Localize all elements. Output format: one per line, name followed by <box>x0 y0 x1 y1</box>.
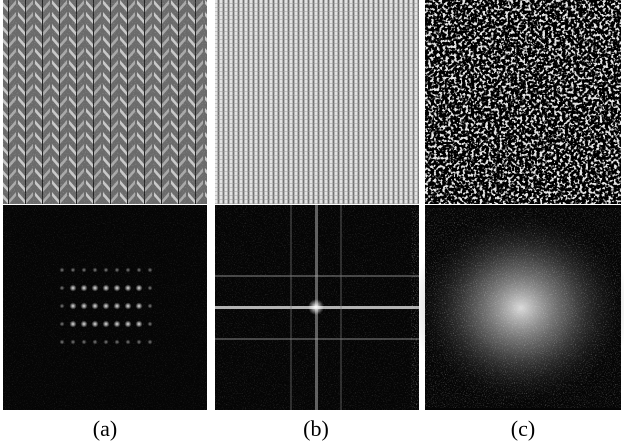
spectrum-peak <box>70 285 77 292</box>
spectrum-peak <box>125 321 132 328</box>
spectrum-peak <box>114 303 121 310</box>
spectrum-peak <box>115 340 120 345</box>
spectrum-peak <box>114 321 121 328</box>
spectrum-peak <box>81 321 88 328</box>
spectrum-peak <box>103 321 110 328</box>
figure: (a) (b) (c) <box>0 0 624 442</box>
spectrum-peak <box>92 321 99 328</box>
spectrum-b-line <box>340 205 342 410</box>
spectrum-peak <box>60 304 65 309</box>
spectrum-peak <box>104 268 109 273</box>
spectrum-b-center <box>308 299 324 315</box>
spectrum-b-line <box>290 205 292 410</box>
spectrum-peak <box>71 268 76 273</box>
spectrum-peak <box>103 285 110 292</box>
panel-label: (a) <box>93 416 117 441</box>
spectrum-peak <box>93 268 98 273</box>
spectrum-peak <box>125 285 132 292</box>
spectrum-c-noise <box>411 208 624 408</box>
spectrum-peak <box>115 268 120 273</box>
texture-c-specks <box>425 0 621 204</box>
spectrum-peak <box>104 340 109 345</box>
spectrum-peak <box>136 303 143 310</box>
page: (a) (b) (c) (() => { const data = JSON.p… <box>0 0 624 442</box>
spectrum-peak <box>148 322 153 327</box>
spectrum-peak <box>148 304 153 309</box>
spectrum-peak <box>82 340 87 345</box>
spectrum-peak <box>114 285 121 292</box>
spectrum-peak <box>103 303 110 310</box>
spectrum-peak <box>81 303 88 310</box>
spectrum-peak <box>136 285 143 292</box>
spectrum-peak <box>82 268 87 273</box>
spectrum-peak <box>136 321 143 328</box>
spectrum-peak <box>60 268 65 273</box>
spectrum-peak <box>148 340 153 345</box>
spectrum-peak <box>125 303 132 310</box>
spectrum-peak <box>137 268 142 273</box>
spectrum-peak <box>148 286 153 291</box>
spectrum-peak <box>148 268 153 273</box>
panel-label: (b) <box>303 416 329 441</box>
texture-a-noise <box>3 0 207 204</box>
spectrum-peak <box>137 340 142 345</box>
spectrum-peak <box>92 303 99 310</box>
spectrum-peak <box>126 340 131 345</box>
spectrum-peak <box>60 340 65 345</box>
spectrum-peak <box>126 268 131 273</box>
spectrum-peak <box>60 322 65 327</box>
spectrum-peak <box>71 340 76 345</box>
spectrum-peak <box>70 303 77 310</box>
texture-b-noise <box>215 0 419 204</box>
spectrum-peak <box>60 286 65 291</box>
panel-label: (c) <box>511 416 535 441</box>
spectrum-peak <box>92 285 99 292</box>
spectrum-peak <box>93 340 98 345</box>
spectrum-peak <box>70 321 77 328</box>
spectrum-peak <box>81 285 88 292</box>
